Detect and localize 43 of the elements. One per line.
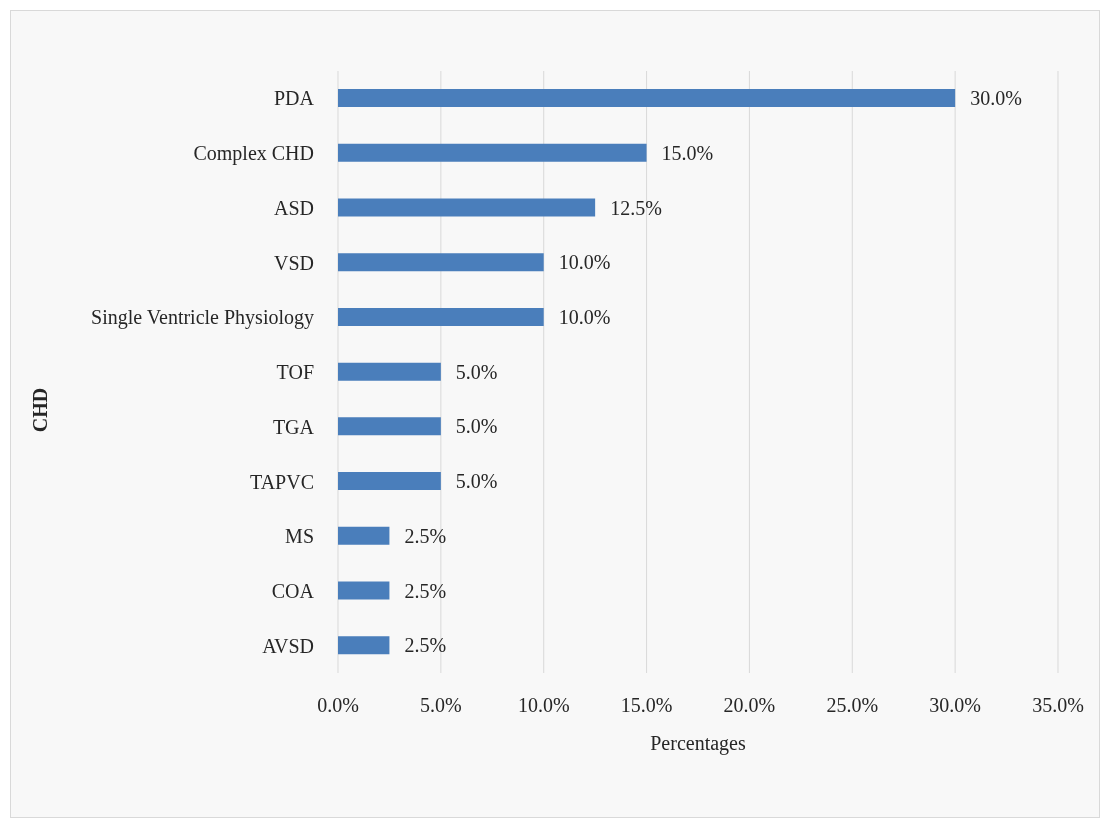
y-tick-label: VSD [273, 251, 314, 274]
y-tick-label: Complex CHD [193, 142, 314, 166]
x-tick-label: 25.0% [826, 694, 879, 717]
bar [338, 307, 544, 326]
data-label: 30.0% [970, 87, 1022, 110]
data-label: 10.0% [558, 306, 611, 329]
x-tick-label: 35.0% [1032, 694, 1084, 717]
y-tick-label: TGA [272, 415, 315, 438]
data-label: 2.5% [404, 634, 447, 657]
x-tick-label: 15.0% [620, 694, 673, 717]
data-label: 2.5% [404, 579, 447, 602]
data-label: 5.0% [455, 470, 498, 493]
bar [338, 636, 390, 655]
x-tick-label: 0.0% [317, 694, 359, 717]
bar [338, 417, 441, 436]
y-tick-label: TOF [276, 361, 314, 384]
bar [338, 143, 647, 162]
y-tick-label: AVSD [262, 634, 314, 657]
x-tick-label: 5.0% [420, 694, 462, 717]
bar [338, 581, 390, 600]
data-label: 5.0% [455, 415, 498, 438]
x-tick-label: 30.0% [929, 694, 981, 717]
x-tick-label: 20.0% [723, 694, 776, 717]
data-label: 10.0% [558, 251, 611, 274]
bar [338, 526, 390, 545]
data-label: 12.5% [610, 196, 662, 219]
y-tick-label: MS [285, 525, 314, 548]
data-label: 15.0% [661, 141, 714, 164]
x-tick-label: 10.0% [517, 694, 570, 717]
bar [338, 89, 956, 107]
data-label: 2.5% [404, 524, 447, 547]
y-tick-label: Single Ventricle Physiology [91, 306, 314, 330]
bar [338, 253, 544, 272]
data-label: 5.0% [455, 360, 498, 383]
x-axis-title: Percentages [650, 732, 746, 755]
y-tick-label: PDA [273, 87, 315, 110]
bar [338, 198, 596, 217]
y-tick-label: TAPVC [250, 470, 314, 493]
bar [338, 472, 441, 491]
y-tick-label: ASD [273, 196, 314, 219]
bar [338, 362, 441, 381]
y-axis-title: CHD [29, 387, 51, 433]
y-tick-label: COA [271, 580, 315, 603]
